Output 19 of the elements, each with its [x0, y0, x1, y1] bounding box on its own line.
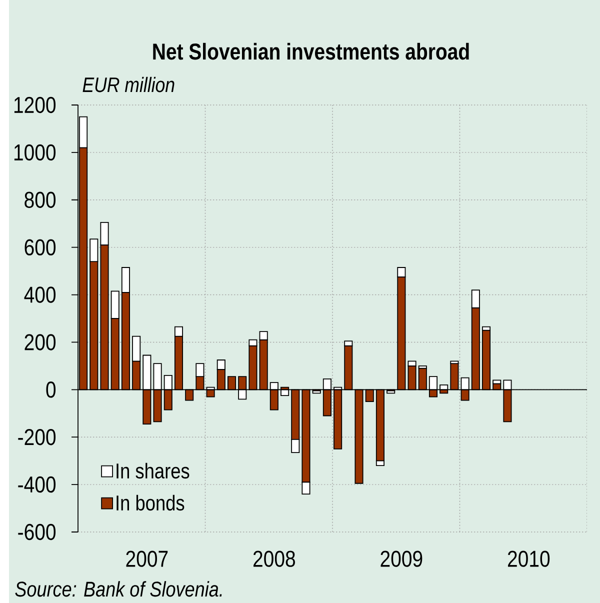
y-tick-label: 1200	[14, 96, 56, 114]
source-note: Source: Bank of Slovenia.	[15, 581, 222, 597]
x-tick-label: 2007	[126, 550, 168, 567]
y-tick-label: 600	[24, 239, 56, 256]
y-tick-label: -600	[18, 524, 56, 540]
x-tick-label: 2008	[253, 550, 295, 567]
y-tick-label: 0	[46, 382, 56, 398]
legend-label: In shares	[116, 462, 190, 479]
y-tick-label: 800	[24, 192, 56, 208]
x-tick-label: 2010	[508, 550, 550, 567]
x-tick-label: 2009	[380, 550, 422, 567]
y-tick-label: 400	[24, 286, 56, 303]
y-tick-label: -200	[18, 428, 56, 446]
legend-label: In bonds	[116, 494, 184, 511]
y-tick-label: 1000	[14, 144, 56, 161]
y-axis-title: EUR million	[82, 76, 174, 92]
chart-title: Net Slovenian investments abroad	[153, 42, 469, 60]
y-tick-label: -400	[18, 476, 56, 493]
y-tick-label: 200	[24, 334, 56, 350]
